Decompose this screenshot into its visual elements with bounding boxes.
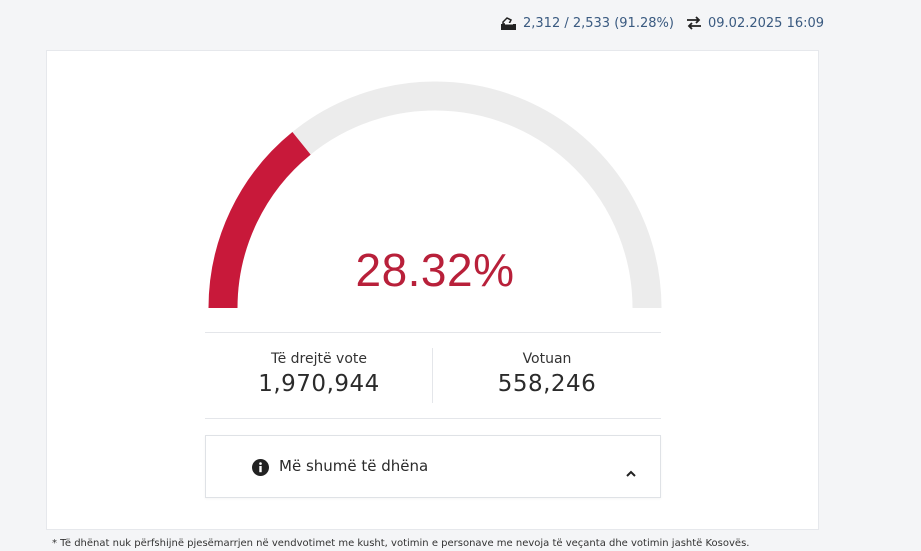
gauge-fill — [208, 132, 311, 309]
divider-bottom — [205, 418, 661, 419]
voted-label: Votuan — [522, 351, 572, 367]
eligible-voters-label: Të drejtë vote — [271, 351, 367, 367]
ballots-counted-text: 2,312 / 2,533 (91.28%) — [523, 15, 674, 31]
top-stats-bar: 2,312 / 2,533 (91.28%) 09.02.2025 16:09 — [0, 12, 921, 34]
more-data-toggle[interactable]: Më shumë të dhëna — [205, 435, 661, 498]
turnout-percentage: 28.32% — [355, 244, 515, 296]
voted-metric: Votuan 558,246 — [433, 351, 661, 397]
voted-value: 558,246 — [497, 371, 597, 397]
more-data-label: Më shumë të dhëna — [279, 457, 429, 475]
last-updated-text: 09.02.2025 16:09 — [708, 15, 825, 31]
swap-arrows-icon — [686, 16, 702, 30]
ballots-counted-stat: 2,312 / 2,533 (91.28%) — [500, 12, 674, 34]
ballot-box-icon — [500, 16, 517, 31]
turnout-gauge — [205, 79, 665, 319]
divider-top — [205, 332, 661, 333]
last-updated-stat: 09.02.2025 16:09 — [686, 12, 824, 34]
turnout-card: 28.32% Të drejtë vote 1,970,944 Votuan 5… — [46, 50, 819, 530]
metric-separator — [432, 348, 433, 403]
footnote: * Të dhënat nuk përfshijnë pjesëmarrjen … — [52, 538, 750, 549]
eligible-voters-metric: Të drejtë vote 1,970,944 — [205, 351, 433, 397]
info-icon — [252, 459, 269, 480]
eligible-voters-value: 1,970,944 — [258, 371, 380, 397]
chevron-up-icon[interactable] — [626, 462, 636, 481]
